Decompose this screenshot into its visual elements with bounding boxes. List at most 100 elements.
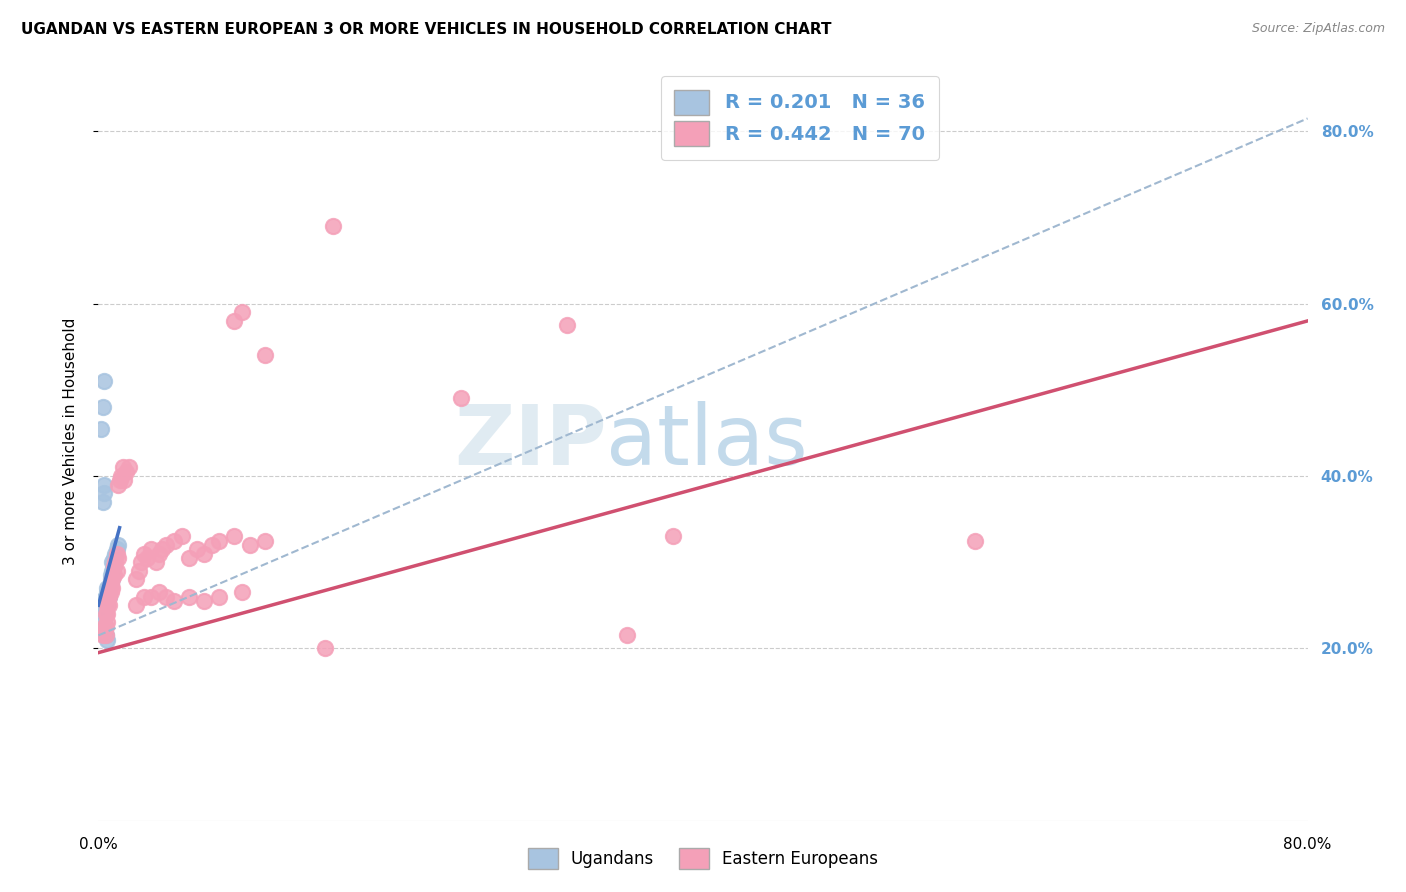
- Point: [322, 219, 344, 234]
- Point: [96, 615, 118, 630]
- Point: [93, 599, 115, 613]
- Point: [101, 573, 124, 587]
- Point: [93, 374, 115, 388]
- Point: [193, 547, 215, 561]
- Point: [163, 533, 186, 548]
- Point: [112, 473, 135, 487]
- Point: [90, 422, 112, 436]
- Point: [555, 318, 578, 333]
- Point: [132, 590, 155, 604]
- Point: [141, 590, 163, 604]
- Point: [100, 568, 122, 582]
- Point: [93, 624, 115, 639]
- Point: [965, 533, 987, 548]
- Point: [208, 590, 231, 604]
- Point: [108, 473, 131, 487]
- Point: [224, 529, 246, 543]
- Point: [224, 314, 246, 328]
- Point: [100, 585, 122, 599]
- Point: [170, 529, 193, 543]
- Point: [94, 628, 117, 642]
- Point: [93, 477, 115, 491]
- Point: [101, 564, 124, 578]
- Point: [163, 594, 186, 608]
- Point: [96, 581, 118, 595]
- Point: [135, 550, 157, 565]
- Point: [100, 573, 122, 587]
- Point: [94, 602, 117, 616]
- Point: [94, 590, 117, 604]
- Point: [148, 585, 170, 599]
- Point: [91, 400, 114, 414]
- Point: [100, 576, 122, 591]
- Point: [96, 599, 118, 613]
- Point: [155, 590, 177, 604]
- Text: ZIP: ZIP: [454, 401, 606, 482]
- Point: [96, 585, 118, 599]
- Point: [231, 305, 253, 319]
- Point: [450, 392, 472, 406]
- Point: [314, 641, 336, 656]
- Point: [98, 599, 121, 613]
- Point: [128, 564, 150, 578]
- Point: [94, 607, 117, 621]
- Point: [118, 460, 141, 475]
- Point: [253, 348, 276, 362]
- Point: [105, 547, 128, 561]
- Point: [107, 550, 129, 565]
- Point: [103, 559, 125, 574]
- Point: [93, 602, 115, 616]
- Point: [179, 550, 201, 565]
- Point: [231, 585, 253, 599]
- Point: [125, 573, 148, 587]
- Point: [141, 542, 163, 557]
- Point: [94, 594, 117, 608]
- Point: [104, 555, 127, 569]
- Point: [101, 581, 124, 595]
- Point: [105, 564, 128, 578]
- Point: [125, 599, 148, 613]
- Point: [96, 599, 118, 613]
- Point: [239, 538, 262, 552]
- Point: [94, 628, 117, 642]
- Point: [100, 576, 122, 591]
- Point: [103, 568, 125, 582]
- Point: [114, 465, 136, 479]
- Point: [96, 594, 118, 608]
- Point: [93, 620, 115, 634]
- Point: [111, 460, 134, 475]
- Point: [104, 547, 127, 561]
- Point: [105, 542, 128, 557]
- Point: [96, 632, 118, 647]
- Point: [616, 628, 638, 642]
- Text: UGANDAN VS EASTERN EUROPEAN 3 OR MORE VEHICLES IN HOUSEHOLD CORRELATION CHART: UGANDAN VS EASTERN EUROPEAN 3 OR MORE VE…: [21, 22, 831, 37]
- Legend: Ugandans, Eastern Europeans: Ugandans, Eastern Europeans: [517, 838, 889, 880]
- Point: [107, 538, 129, 552]
- Point: [103, 559, 125, 574]
- Point: [148, 547, 170, 561]
- Point: [110, 469, 132, 483]
- Point: [98, 581, 121, 595]
- Point: [661, 529, 683, 543]
- Point: [96, 607, 118, 621]
- Point: [186, 542, 208, 557]
- Point: [93, 486, 115, 500]
- Text: Source: ZipAtlas.com: Source: ZipAtlas.com: [1251, 22, 1385, 36]
- Point: [253, 533, 276, 548]
- Point: [107, 477, 129, 491]
- Point: [91, 602, 114, 616]
- Point: [101, 555, 124, 569]
- Point: [94, 599, 117, 613]
- Point: [155, 538, 177, 552]
- Point: [90, 594, 112, 608]
- Point: [93, 615, 115, 630]
- Legend: R = 0.201   N = 36, R = 0.442   N = 70: R = 0.201 N = 36, R = 0.442 N = 70: [661, 76, 939, 160]
- Point: [94, 620, 117, 634]
- Point: [91, 628, 114, 642]
- Point: [98, 590, 121, 604]
- Text: atlas: atlas: [606, 401, 808, 482]
- Point: [208, 533, 231, 548]
- Point: [98, 585, 121, 599]
- Point: [98, 590, 121, 604]
- Y-axis label: 3 or more Vehicles in Household: 3 or more Vehicles in Household: [63, 318, 77, 566]
